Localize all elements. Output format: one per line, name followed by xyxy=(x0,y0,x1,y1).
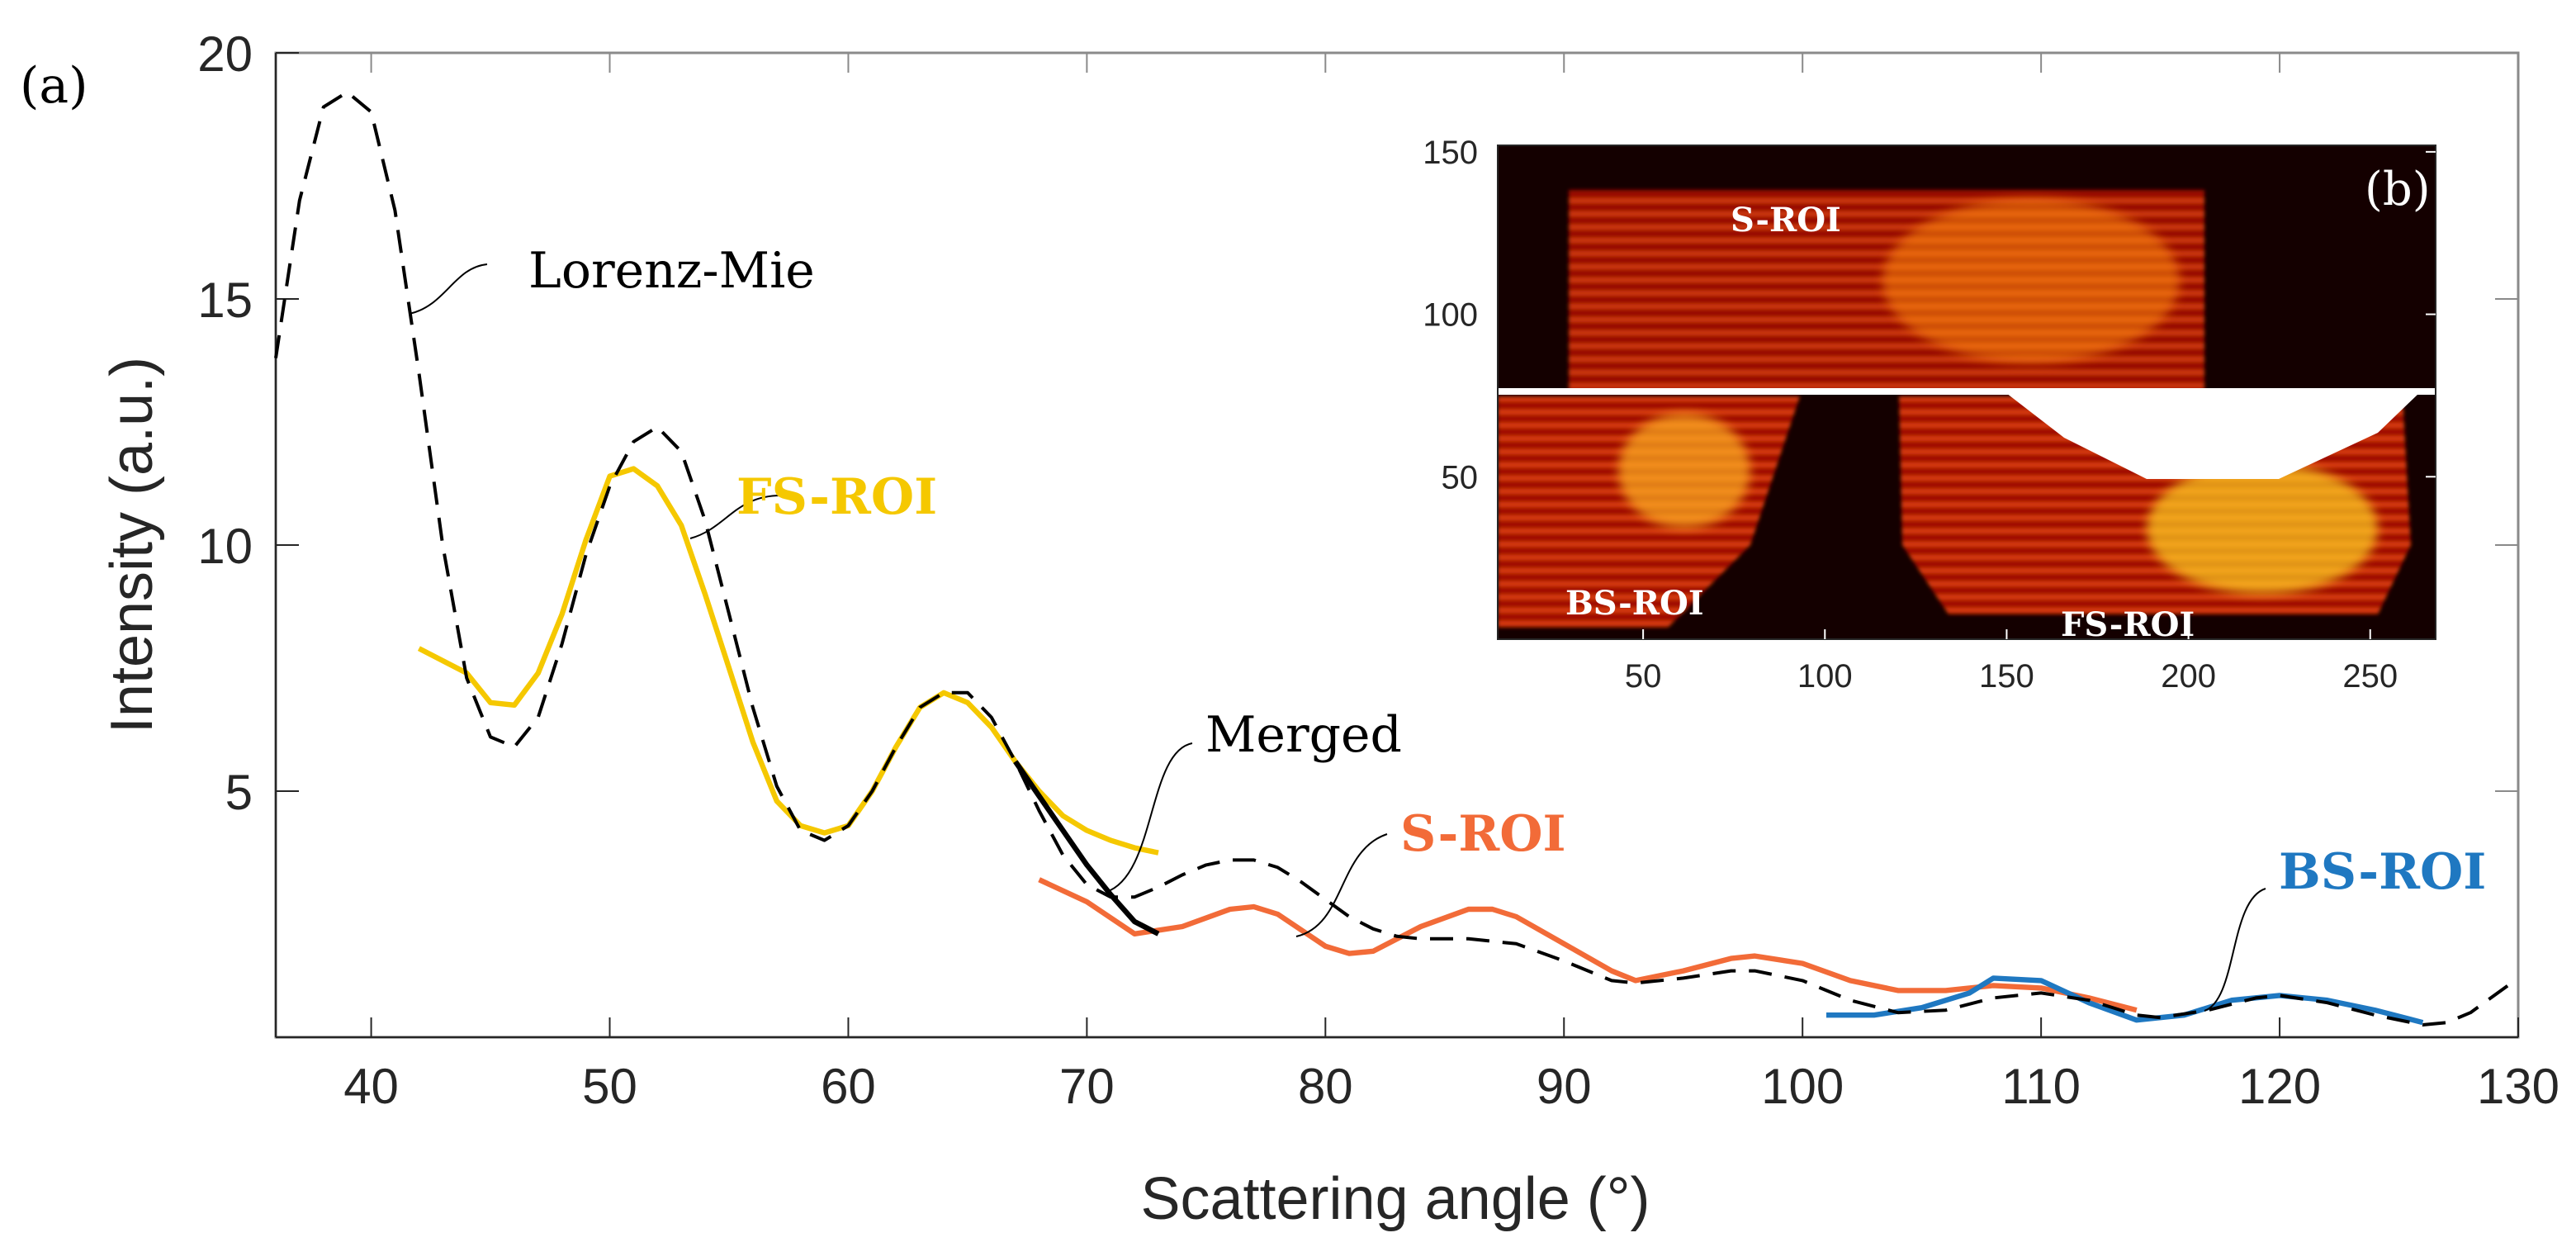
x-tick-label: 60 xyxy=(821,1059,876,1114)
series-fs-roi-line xyxy=(417,466,1159,856)
inset-label-fs-roi: FS-ROI xyxy=(2061,605,2195,644)
panel-label-b: (b) xyxy=(2365,163,2431,216)
y-axis-label: Intensity (a.u.) xyxy=(99,357,165,733)
series-merged-line xyxy=(1013,760,1160,936)
y-tick-label: 15 xyxy=(197,273,253,328)
inset-x-tick-label: 100 xyxy=(1797,658,1853,695)
x-tick-label: 90 xyxy=(1537,1059,1592,1114)
leader-s-roi xyxy=(1295,833,1388,937)
leader-lorenz-mie xyxy=(409,263,488,315)
leader-fs-roi xyxy=(689,495,782,539)
main-axes: 40 50 60 70 80 90 100 110 120 130 5 10 15 20 xyxy=(197,26,2559,1114)
bs-roi-hotspot xyxy=(1618,413,1750,529)
fs-roi-hotspot xyxy=(2147,462,2378,595)
inset-y-tick-label: 50 xyxy=(1442,459,1479,495)
y-tick-label: 10 xyxy=(197,519,253,574)
inset-x-tick-label: 250 xyxy=(2342,658,2398,695)
inset-frame xyxy=(1497,145,2436,640)
x-tick-label: 40 xyxy=(343,1059,399,1114)
x-tick-label: 120 xyxy=(2238,1059,2321,1114)
x-tick-label: 100 xyxy=(1761,1059,1844,1114)
inset-x-tick-label: 150 xyxy=(1979,658,2034,695)
leader-bs-roi xyxy=(2204,888,2266,1012)
x-tick-label: 110 xyxy=(2001,1059,2081,1114)
x-axis-label: Scattering angle (°) xyxy=(1140,1166,1650,1232)
x-tick-label: 130 xyxy=(2477,1059,2559,1114)
annotations: Lorenz-Mie FS-ROI Merged S-ROI BS-ROI xyxy=(409,242,2486,1012)
panel-label-a: (a) xyxy=(20,57,88,115)
inset-y-tick-label: 100 xyxy=(1423,297,1478,334)
label-s-roi: S-ROI xyxy=(1400,805,1566,863)
inset-x-tick-label: 200 xyxy=(2161,658,2216,695)
x-tick-label: 70 xyxy=(1059,1059,1115,1114)
y-tick-label: 5 xyxy=(225,765,253,820)
s-roi-hotspot xyxy=(1882,198,2180,363)
label-lorenz-mie: Lorenz-Mie xyxy=(528,242,815,300)
series-bs-roi-line xyxy=(1826,975,2424,1026)
inset-heatmap: 50 100 150 200 250 50 100 150 S-ROI BS-ROI FS-… xyxy=(1423,135,2436,695)
y-tick-label: 20 xyxy=(197,26,253,82)
inset-y-tick-label: 150 xyxy=(1423,135,1478,171)
inset-x-tick-label: 50 xyxy=(1625,658,1662,695)
leader-merged xyxy=(1106,742,1193,893)
x-tick-label: 50 xyxy=(582,1059,637,1114)
roi-divider xyxy=(1498,388,2436,395)
inset-label-bs-roi: BS-ROI xyxy=(1565,584,1704,623)
label-bs-roi: BS-ROI xyxy=(2279,843,2486,901)
series-s-roi-line xyxy=(1038,877,2138,1013)
saturated-region xyxy=(2006,393,2419,479)
x-tick-label: 80 xyxy=(1298,1059,1353,1114)
label-fs-roi: FS-ROI xyxy=(736,468,937,526)
inset-label-s-roi: S-ROI xyxy=(1731,201,1841,239)
label-merged: Merged xyxy=(1205,706,1402,764)
